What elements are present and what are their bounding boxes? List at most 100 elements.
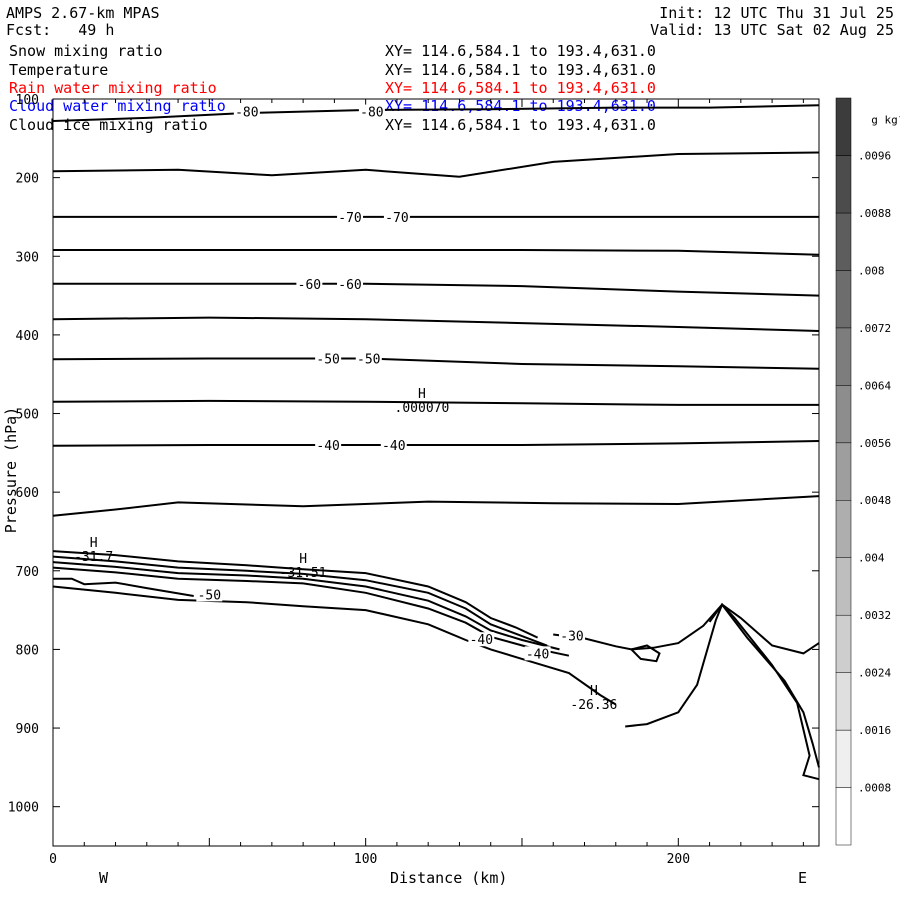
colorbar-swatch <box>835 672 852 731</box>
contour-label: -80 <box>360 106 383 121</box>
colorbar-tick-label: .0064 <box>858 379 891 392</box>
field-name: Cloud water mixing ratio <box>9 97 226 115</box>
isotherm-line <box>52 104 820 122</box>
contour-label-bg <box>196 587 223 602</box>
extremum-value: -31.51 <box>280 566 327 581</box>
axis-ticks: 100 200 300 400 500 600 700 800 900 1000 0 100 200 <box>8 93 819 867</box>
contour-label-bg <box>233 104 260 119</box>
contour-label-bg <box>358 104 385 119</box>
x-axis-label: Distance (km) <box>390 869 508 887</box>
contour-label-bg <box>355 351 382 366</box>
colorbar-unit-text: g kg <box>871 113 898 127</box>
colorbar-tick-label: .0008 <box>858 782 891 795</box>
contour-label: -60 <box>338 278 361 293</box>
contour-label-layer: -80 -80-70 -70-60 -60-50 -50-40 -40-50-40-40-… <box>74 104 617 713</box>
contour-label: -70 <box>385 211 408 226</box>
colorbar-tick-label: .0048 <box>858 494 891 507</box>
colorbar-swatch <box>835 729 852 788</box>
colorbar-tick-label: .0016 <box>858 724 891 737</box>
near-surface-contour <box>708 602 820 768</box>
contour-label: -40 <box>316 439 339 454</box>
colorbar-swatch <box>835 212 852 271</box>
contour-label-bg <box>337 209 364 224</box>
contour-label-bg <box>524 646 551 661</box>
extremum-value: .000070 <box>395 401 450 416</box>
field-xy: XY= 114.6,584.1 to 193.4,631.0 <box>385 42 656 60</box>
colorbar-swatch <box>835 499 852 558</box>
isotherm-line <box>52 151 820 178</box>
colorbar-swatch <box>835 442 852 501</box>
y-tick-label: 100 <box>16 93 39 108</box>
colorbar-tick-label: .004 <box>858 552 885 565</box>
extremum-marker: H <box>590 684 598 699</box>
colorbar-tick-label: .0032 <box>858 609 891 622</box>
colorbar-swatch <box>835 327 852 386</box>
y-tick-label: 400 <box>16 329 39 344</box>
field-xy: XY= 114.6,584.1 to 193.4,631.0 <box>385 79 656 97</box>
y-tick-label: 300 <box>16 250 39 265</box>
colorbar-tick-label: .0088 <box>858 207 891 220</box>
colorbar: .0008 .0016 .0024 .0032 .004 .0048 .0056 .0064.… <box>835 97 891 846</box>
y-tick-label: 200 <box>16 172 39 187</box>
y-tick-label: 900 <box>16 722 39 737</box>
colorbar-swatch <box>835 385 852 444</box>
contour-label: -40 <box>526 647 549 662</box>
contour-label: -50 <box>198 588 221 603</box>
isotherm-line <box>52 495 820 517</box>
contour-label-bg <box>315 351 342 366</box>
x-tick-label: 200 <box>667 852 690 867</box>
colorbar-swatch <box>835 270 852 329</box>
colorbar-unit-exponent: -1 <box>898 112 900 121</box>
x-end-label-east: E <box>798 869 808 887</box>
contour-label: -40 <box>382 439 405 454</box>
extremum-marker: H <box>299 552 307 567</box>
near-surface-contour <box>553 603 820 655</box>
colorbar-swatch <box>835 787 852 846</box>
colorbar-swatch <box>835 97 852 156</box>
contour-label: -40 <box>470 633 493 648</box>
contour-label-bg <box>559 628 586 643</box>
valid-time: Valid: 13 UTC Sat 02 Aug 25 <box>650 21 894 39</box>
forecast-hour: Fcst: 49 h <box>6 21 115 39</box>
contour-label-bg <box>315 437 342 452</box>
field-xy: XY= 114.6,584.1 to 193.4,631.0 <box>385 116 656 134</box>
plot-frame <box>52 98 820 847</box>
field-xy: XY= 114.6,584.1 to 193.4,631.0 <box>385 61 656 79</box>
contour-label: -50 <box>316 352 339 367</box>
y-tick-label: 800 <box>16 643 39 658</box>
y-tick-label: 700 <box>16 565 39 580</box>
contour-label-bg <box>383 209 410 224</box>
field-name: Cloud ice mixing ratio <box>9 116 208 134</box>
isotherm-line <box>52 440 820 447</box>
isotherm-line <box>52 399 819 406</box>
near-surface-contour <box>625 602 820 781</box>
x-end-label-west: W <box>99 869 109 887</box>
y-tick-label: 1000 <box>8 801 39 816</box>
contour-label: -60 <box>298 278 321 293</box>
contour-label-bg <box>468 632 495 647</box>
y-tick-label: 500 <box>16 408 39 423</box>
colorbar-tick-label: .008 <box>858 264 885 277</box>
colorbar-swatch <box>835 155 852 214</box>
near-surface-contour <box>52 555 548 647</box>
isotherm-line <box>53 282 820 297</box>
extremum-marker: H <box>418 387 426 402</box>
near-surface-contour <box>52 561 560 651</box>
contour-label: -70 <box>338 211 361 226</box>
colorbar-swatch <box>835 557 852 616</box>
near-surface-contour <box>53 577 194 597</box>
near-surface-contour <box>630 644 661 663</box>
field-name: Temperature <box>9 61 109 79</box>
x-tick-label: 0 <box>49 852 57 867</box>
field-name: Snow mixing ratio <box>9 42 163 60</box>
contour-label-bg <box>337 276 364 291</box>
near-surface-contour <box>52 566 570 657</box>
isotherm-line <box>52 357 820 370</box>
contour-label-bg <box>380 437 407 452</box>
extremum-value: -26.36 <box>570 698 617 713</box>
isotherm-line <box>53 249 820 256</box>
near-surface-contour <box>52 550 539 639</box>
init-time: Init: 12 UTC Thu 31 Jul 25 <box>659 4 894 22</box>
colorbar-tick-label: .0024 <box>858 667 891 680</box>
model-title: AMPS 2.67-km MPAS <box>6 4 160 22</box>
